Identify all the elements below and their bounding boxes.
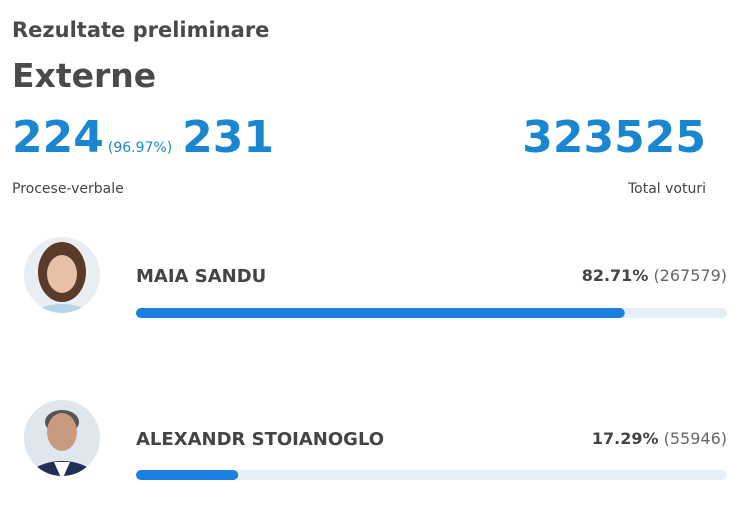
bar-track: [136, 470, 727, 480]
reports-label: Procese-verbale: [12, 181, 124, 197]
candidate-result: 17.29% (55946): [592, 429, 727, 448]
percent: 82.71%: [581, 266, 649, 285]
candidate-result: 82.71% (267579): [582, 266, 727, 285]
processed-percent: (96.97%): [107, 140, 173, 156]
candidate-name: ALEXANDR STOIANOGLO: [136, 429, 385, 450]
votes: (55946): [663, 429, 727, 448]
progress-bar: [136, 470, 239, 480]
votes: (267579): [653, 266, 727, 285]
avatar: [24, 237, 100, 313]
progress-bar: [136, 308, 625, 318]
candidate-name: MAIA SANDU: [136, 266, 267, 287]
processed: 224: [12, 112, 104, 163]
total-reports: 231: [182, 112, 275, 163]
title: Rezultate preliminare: [12, 18, 270, 42]
total-votes: 323525: [522, 112, 706, 163]
region: Externe: [12, 56, 157, 95]
reports-row: 224 (96.97%) 231: [12, 112, 274, 163]
avatar: [24, 400, 100, 476]
votes-label: Total voturi: [627, 181, 706, 197]
percent: 17.29%: [591, 429, 659, 448]
